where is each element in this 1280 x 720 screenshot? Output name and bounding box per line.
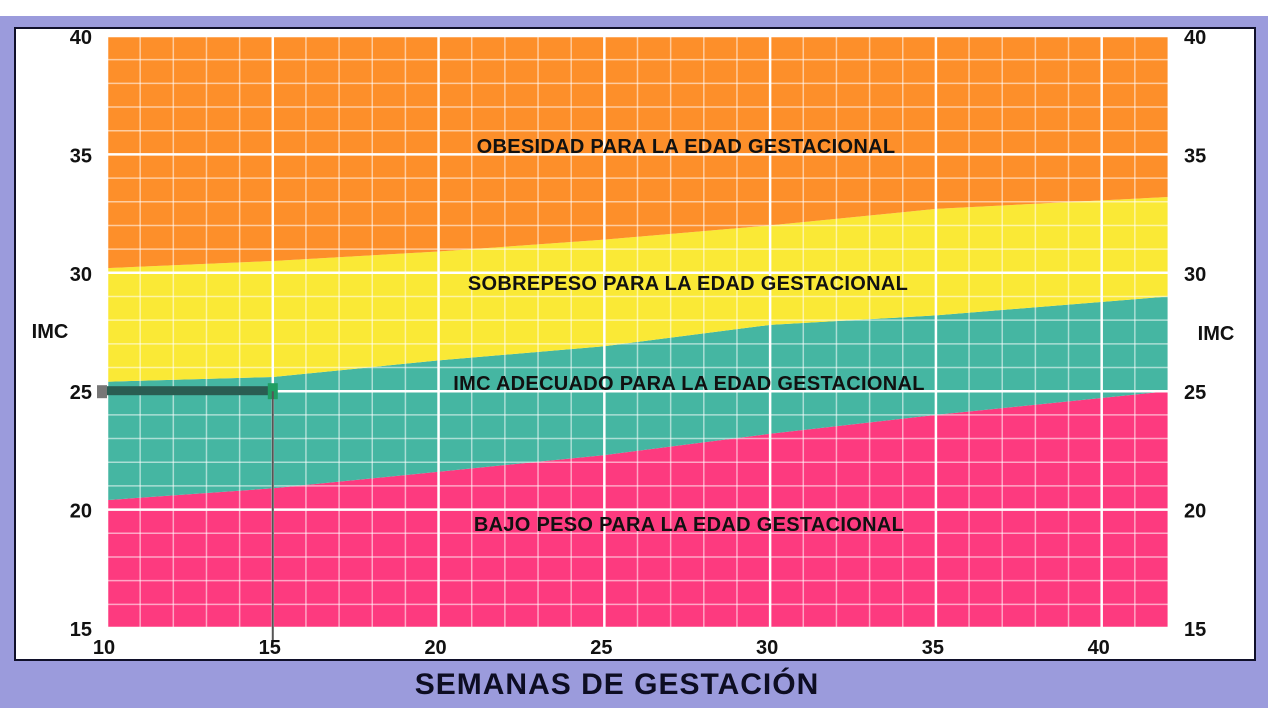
x-tick: 25 — [590, 637, 612, 659]
zone-label-adecuado: IMC ADECUADO PARA LA EDAD GESTACIONAL — [453, 373, 924, 395]
zone-labels: OBESIDAD PARA LA EDAD GESTACIONAL SOBREP… — [453, 136, 924, 536]
x-tick: 40 — [1088, 637, 1110, 659]
y-axis-right: 15 20 25 30 35 40 — [1184, 27, 1206, 641]
zone-label-bajo-peso: BAJO PESO PARA LA EDAD GESTACIONAL — [474, 514, 904, 536]
x-tick: 10 — [93, 637, 115, 659]
x-axis: 10 15 20 25 30 35 40 — [93, 637, 1110, 659]
x-tick: 30 — [756, 637, 778, 659]
y-tick-left: 35 — [70, 145, 92, 167]
y-tick-right: 40 — [1184, 27, 1206, 49]
y-tick-left: 40 — [70, 27, 92, 49]
y-tick-right: 25 — [1184, 382, 1206, 404]
x-tick: 20 — [424, 637, 446, 659]
y-axis-left: 15 20 25 30 35 40 — [70, 27, 92, 641]
y-tick-right: 15 — [1184, 619, 1206, 641]
y-tick-left: 15 — [70, 619, 92, 641]
y-tick-right: 30 — [1184, 264, 1206, 286]
zone-label-sobrepeso: SOBREPESO PARA LA EDAD GESTACIONAL — [468, 273, 908, 295]
y-tick-left: 30 — [70, 264, 92, 286]
zone-label-obesidad: OBESIDAD PARA LA EDAD GESTACIONAL — [477, 136, 896, 158]
y-tick-right: 20 — [1184, 501, 1206, 523]
y-tick-left: 25 — [70, 382, 92, 404]
marker-start-cap — [97, 385, 107, 399]
grid-lines — [105, 34, 1169, 630]
y-tick-right: 35 — [1184, 145, 1206, 167]
x-tick: 15 — [259, 637, 281, 659]
marker-horizontal-line — [107, 386, 273, 396]
y-tick-left: 20 — [70, 501, 92, 523]
y-axis-right-title: IMC — [1198, 323, 1235, 345]
x-axis-title: SEMANAS DE GESTACIÓN — [414, 668, 820, 701]
y-axis-left-title: IMC — [32, 321, 69, 343]
x-tick: 35 — [922, 637, 944, 659]
reference-marker — [97, 383, 278, 640]
